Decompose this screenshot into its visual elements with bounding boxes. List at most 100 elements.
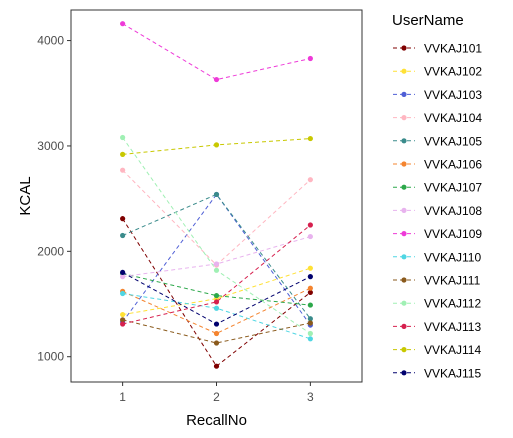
series-lines — [120, 21, 313, 369]
legend-label: VVKAJ111 — [424, 274, 481, 288]
legend-item: VVKAJ101 — [393, 42, 482, 56]
y-tick-label: 1000 — [37, 350, 64, 364]
legend-label: VVKAJ102 — [424, 65, 482, 79]
legend-key-point — [401, 68, 407, 74]
legend-key-point — [401, 347, 407, 353]
data-point — [213, 76, 220, 83]
legend-item: VVKAJ105 — [393, 134, 482, 148]
data-point — [213, 191, 220, 198]
data-point — [213, 142, 220, 148]
x-tick-label: 2 — [213, 390, 220, 404]
series-line — [122, 23, 311, 81]
y-axis-title: KCAL — [17, 176, 34, 215]
legend-key-point — [401, 231, 407, 237]
data-point — [120, 274, 126, 280]
data-point — [120, 317, 126, 323]
legend-key-point — [401, 138, 407, 144]
series-vvkaj109 — [120, 21, 313, 83]
data-point — [307, 330, 313, 337]
series-vvkaj112 — [120, 134, 313, 337]
data-point — [307, 135, 313, 142]
legend-key-point — [401, 323, 407, 329]
legend-item: VVKAJ108 — [393, 204, 482, 218]
data-point — [120, 269, 126, 276]
legend-item: VVKAJ112 — [393, 297, 481, 311]
legend-item: VVKAJ107 — [393, 181, 482, 195]
series-line — [122, 293, 311, 340]
series-vvkaj101 — [120, 216, 313, 369]
legend-key-point — [401, 300, 407, 306]
legend-label: VVKAJ101 — [424, 42, 482, 56]
data-point — [120, 311, 126, 318]
legend-item: VVKAJ106 — [393, 158, 482, 172]
tick-labels: 1000 2000 3000 4000 1 2 3 — [37, 34, 314, 404]
data-point — [307, 302, 313, 308]
legend-key-point — [401, 277, 407, 283]
data-point — [213, 305, 220, 311]
data-point — [120, 290, 126, 297]
legend-label: VVKAJ108 — [424, 204, 482, 218]
legend-label: VVKAJ105 — [424, 134, 482, 148]
legend-label: VVKAJ109 — [424, 227, 482, 241]
legend-key-point — [401, 115, 407, 121]
data-point — [307, 265, 313, 271]
data-point — [307, 233, 313, 240]
data-point — [213, 261, 220, 267]
legend-item: VVKAJ104 — [393, 111, 482, 125]
legend-label: VVKAJ114 — [424, 343, 481, 357]
data-point — [307, 177, 313, 183]
data-point — [307, 336, 313, 342]
legend-key-point — [401, 254, 407, 260]
legend-label: VVKAJ107 — [424, 181, 482, 195]
legend-item: VVKAJ115 — [393, 366, 481, 380]
data-point — [213, 299, 220, 305]
series-vvkaj110 — [120, 290, 313, 342]
y-tick-label: 2000 — [37, 244, 64, 258]
legend-label: VVKAJ112 — [424, 297, 481, 311]
data-point — [307, 316, 313, 322]
tick-marks — [67, 40, 311, 386]
data-point — [307, 289, 313, 296]
series-vvkaj111 — [120, 317, 313, 346]
legend-label: VVKAJ110 — [424, 250, 481, 264]
legend-label: VVKAJ115 — [424, 366, 481, 380]
series-line — [122, 193, 311, 326]
data-point — [120, 134, 126, 141]
series-vvkaj115 — [120, 269, 313, 327]
x-tick-label: 1 — [119, 390, 126, 404]
series-vvkaj108 — [120, 233, 313, 280]
y-tick-label: 3000 — [37, 139, 64, 153]
data-point — [213, 267, 220, 273]
series-vvkaj114 — [120, 135, 313, 157]
data-point — [213, 363, 220, 369]
series-line — [122, 193, 311, 320]
data-point — [213, 292, 220, 299]
legend-label: VVKAJ104 — [424, 111, 482, 125]
legend-item: VVKAJ103 — [393, 88, 482, 102]
legend-item: VVKAJ109 — [393, 227, 482, 241]
data-point — [120, 216, 126, 222]
data-point — [307, 274, 313, 280]
legend-title: UserName — [392, 12, 464, 29]
legend-key-point — [401, 370, 407, 376]
legend-key-point — [401, 45, 407, 51]
legend-item: VVKAJ113 — [393, 320, 481, 334]
data-point — [120, 167, 126, 173]
y-tick-label: 4000 — [37, 34, 64, 48]
legend-item: VVKAJ111 — [393, 274, 481, 288]
legend-key-point — [401, 91, 407, 97]
legend-label: VVKAJ103 — [424, 88, 482, 102]
legend-item: VVKAJ102 — [393, 65, 482, 79]
data-point — [307, 320, 313, 326]
legend-item: VVKAJ114 — [393, 343, 481, 357]
data-point — [120, 21, 126, 27]
data-point — [307, 222, 313, 228]
legend-item: VVKAJ110 — [393, 250, 481, 264]
x-tick-label: 3 — [307, 390, 314, 404]
data-point — [307, 55, 313, 62]
legend-key-point — [401, 161, 407, 167]
series-line — [122, 218, 311, 367]
legend-label: VVKAJ113 — [424, 320, 481, 334]
series-line — [122, 267, 311, 316]
